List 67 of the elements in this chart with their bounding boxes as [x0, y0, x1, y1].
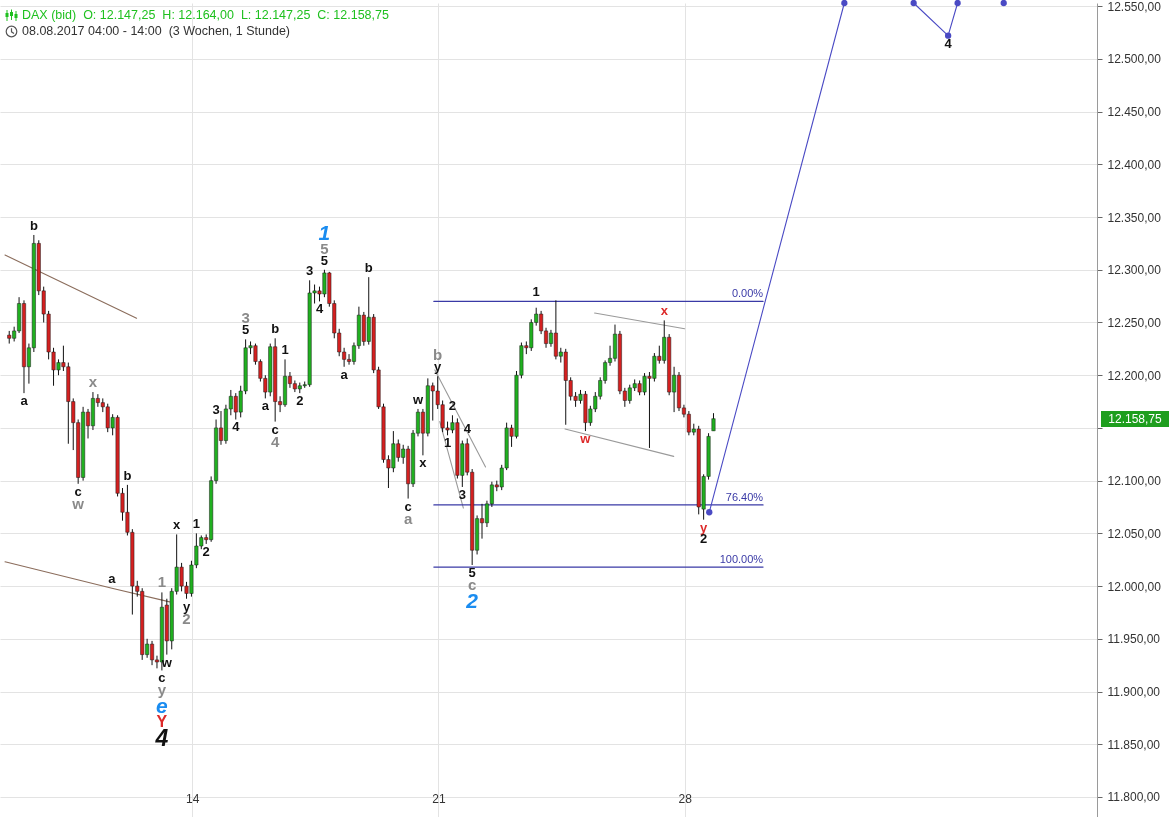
annotation: 4 — [315, 301, 324, 317]
text: 12.158,75 — [1101, 410, 1169, 427]
annotation: x — [660, 303, 669, 319]
annotation: 2 — [296, 393, 304, 409]
y-tick-label: 12.500,00 — [1107, 52, 1162, 67]
annotation: b — [271, 321, 280, 337]
y-tick-label: 11.900,00 — [1107, 685, 1161, 700]
annotation: 2 — [448, 398, 457, 414]
y-tick-label: 11.950,00 — [1107, 632, 1161, 647]
annotation: w — [160, 654, 173, 670]
annotation: 1 — [443, 435, 452, 451]
annotation: 4 — [463, 421, 472, 437]
y-tick-label: 12.400,00 — [1107, 157, 1162, 172]
y-tick-label: 12.250,00 — [1107, 315, 1162, 330]
annotation: b — [364, 260, 373, 276]
annotation: a — [261, 398, 270, 414]
point — [706, 509, 713, 516]
y-tick-label: 12.000,00 — [1107, 579, 1162, 594]
annotation: w — [579, 431, 592, 447]
annotation: b — [123, 467, 132, 483]
annotation: a — [340, 366, 349, 382]
annotation: y — [182, 598, 191, 614]
y-tick-label: 12.450,00 — [1107, 105, 1162, 120]
y-tick-label: 12.100,00 — [1107, 474, 1162, 489]
x-tick-label: 28 — [678, 791, 693, 806]
series-label: 76.40% — [725, 490, 764, 503]
point — [1000, 0, 1007, 7]
annotation: y — [700, 519, 709, 535]
annotation: 1 — [532, 284, 540, 300]
annotation: c — [271, 421, 279, 437]
text: 08.08.2017 04:00 - 14:00 (3 Wochen, 1 Stunde) — [22, 24, 291, 38]
annotation: x — [419, 455, 428, 471]
y-tick-label: 11.850,00 — [1107, 737, 1161, 752]
annotation: x — [173, 517, 182, 533]
annotation: 5 — [242, 322, 250, 338]
point — [944, 32, 952, 39]
annotation: 1 — [192, 516, 200, 532]
series-label: 100.00% — [719, 553, 764, 566]
annotation: 4 — [232, 419, 241, 435]
chart-title: DAX (bid) O: 12.147,25 H: 12.164,00 L: 12.147,25 C: 12.158,75 — [22, 8, 389, 22]
point — [910, 0, 917, 7]
annotation: 4 — [944, 35, 953, 51]
annotation: 2 — [202, 543, 210, 559]
annotation: c — [404, 498, 412, 514]
annotation: 3 — [306, 263, 314, 279]
point — [954, 0, 961, 7]
y-tick-label: 12.200,00 — [1107, 368, 1162, 383]
annotation: 3 — [212, 402, 220, 418]
y-tick-label: 12.300,00 — [1107, 263, 1162, 278]
point — [841, 0, 848, 7]
annotation: a — [108, 571, 117, 587]
annotation: c — [74, 483, 82, 499]
annotation: 1 — [157, 573, 167, 591]
y-tick-label: 12.050,00 — [1107, 526, 1162, 541]
annotation: w — [411, 391, 424, 407]
y-tick-label: 11.800,00 — [1107, 790, 1161, 805]
annotation: 3 — [458, 486, 466, 502]
annotation: 1 — [281, 342, 289, 358]
annotation: c — [158, 670, 166, 686]
annotation: x — [88, 373, 98, 391]
x-tick-label: 21 — [432, 791, 446, 806]
annotation: a — [20, 393, 29, 409]
y-tick-label: 12.550,00 — [1107, 0, 1162, 14]
annotation: b — [29, 217, 38, 233]
y-tick-label: 12.350,00 — [1107, 210, 1162, 225]
x-tick-label: 14 — [185, 791, 200, 806]
series-label: 0.00% — [731, 287, 764, 300]
